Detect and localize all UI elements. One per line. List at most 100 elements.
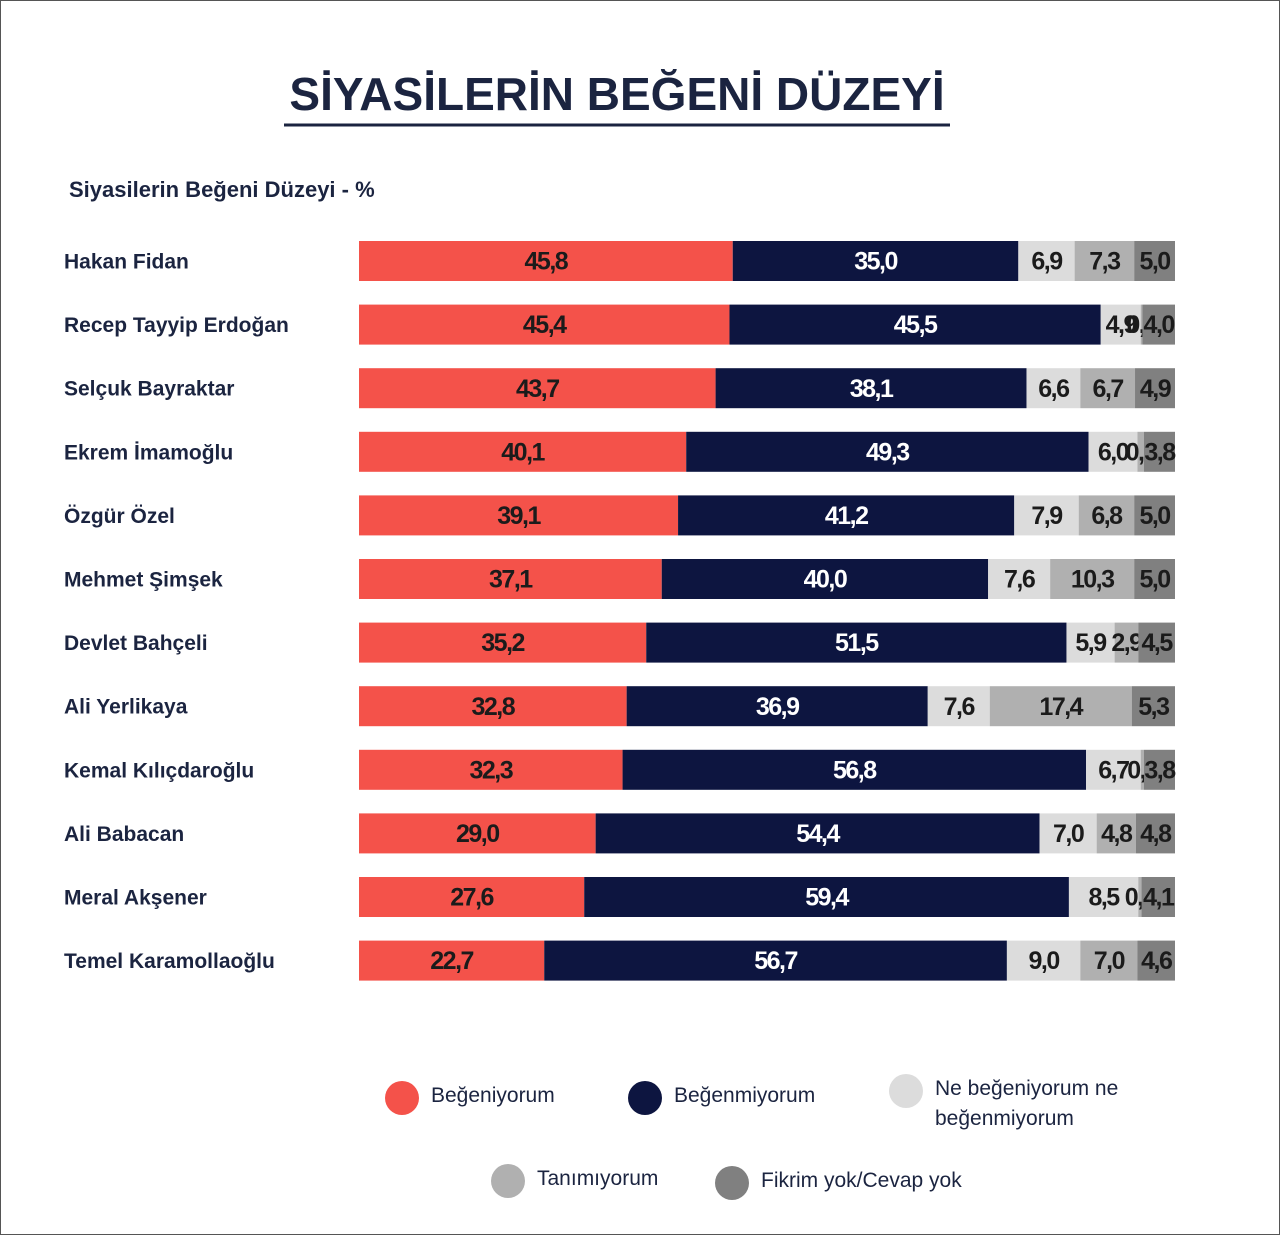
bar-segment <box>1078 495 1135 536</box>
value-label: 4,8 <box>1140 820 1172 848</box>
value-label: 6,7 <box>1093 375 1124 403</box>
value-label: 8,5 <box>1088 884 1120 912</box>
category-label: Özgür Özel <box>64 505 175 528</box>
legend-item: Beğeniyorum <box>385 1081 555 1115</box>
value-label: 36,9 <box>756 693 799 721</box>
legend-label: Tanımıyorum <box>537 1167 659 1190</box>
value-label: 54,4 <box>796 820 840 848</box>
bar-segment <box>1018 241 1075 281</box>
value-label: 4,9 <box>1140 375 1171 403</box>
bar-segment <box>595 813 1040 854</box>
bar-segment <box>1014 495 1079 536</box>
value-label: 3,8 <box>1144 756 1176 784</box>
bar-segment <box>1080 940 1138 981</box>
value-label: 10,3 <box>1071 566 1114 594</box>
bar-segment <box>359 241 733 281</box>
value-label: 5,3 <box>1138 693 1169 721</box>
bar-segment <box>359 368 716 409</box>
bar-segment <box>584 877 1069 917</box>
value-label: 35,0 <box>854 248 897 276</box>
value-label: 32,8 <box>471 693 515 721</box>
bar-segment <box>1135 813 1175 854</box>
value-label: 35,2 <box>481 629 524 657</box>
bar-segment <box>622 749 1087 790</box>
bar-segment <box>678 495 1015 536</box>
category-label: Ekrem İmamoğlu <box>64 441 233 464</box>
value-label: 5,0 <box>1139 248 1170 276</box>
bar-segment <box>1143 749 1175 790</box>
bar-segment <box>359 813 596 854</box>
value-label: 9,0 <box>1028 947 1059 975</box>
bar-segment <box>1066 622 1115 663</box>
value-label: 4,9 <box>1106 311 1137 339</box>
value-label: 41,2 <box>825 502 868 530</box>
value-label: 4,6 <box>1141 947 1172 975</box>
bar-segment <box>1138 877 1142 917</box>
value-label: 5,0 <box>1139 502 1170 530</box>
value-label: 7,0 <box>1053 820 1084 848</box>
bar-segment <box>1080 368 1136 409</box>
bar-segment <box>686 431 1089 472</box>
category-label: Mehmet Şimşek <box>64 569 223 592</box>
value-label: 6,7 <box>1098 756 1129 784</box>
legend-swatch <box>628 1081 662 1115</box>
bar-segment <box>1026 368 1081 409</box>
legend-item: Fikrim yok/Cevap yok <box>715 1166 962 1200</box>
bar-segment <box>1086 749 1141 790</box>
value-label: 59,4 <box>805 884 849 912</box>
chart-title: SİYASİLERİN BEĞENİ DÜZEYİ <box>289 68 944 120</box>
bar-segment <box>1100 304 1141 345</box>
bar-segment <box>1006 940 1081 981</box>
value-label: 6,8 <box>1091 502 1123 530</box>
bar-segment <box>1039 813 1097 854</box>
value-label: 2,9 <box>1111 629 1142 657</box>
category-label: Ali Babacan <box>64 823 184 846</box>
bar-segment <box>544 940 1007 981</box>
value-label: 6,6 <box>1038 375 1069 403</box>
value-label: 4,8 <box>1101 820 1133 848</box>
bar-segment <box>359 686 627 727</box>
bar-segment <box>1134 495 1175 536</box>
category-label: Ali Yerlikaya <box>64 696 188 719</box>
value-label: 37,1 <box>489 566 533 594</box>
bar-segment <box>1140 749 1144 790</box>
value-label: 43,7 <box>516 375 559 403</box>
bar-segment <box>1137 940 1175 981</box>
category-label: Meral Akşener <box>64 887 207 910</box>
legend-swatch <box>385 1081 419 1115</box>
category-label: Recep Tayyip Erdoğan <box>64 314 289 337</box>
category-label: Hakan Fidan <box>64 251 189 274</box>
legend-label: Fikrim yok/Cevap yok <box>761 1169 962 1192</box>
bar-segment <box>715 368 1027 409</box>
bar-segment <box>1114 622 1139 663</box>
bar-segment <box>359 940 545 981</box>
value-label: 32,3 <box>469 756 512 784</box>
legend-label: Beğenmiyorum <box>674 1084 816 1107</box>
legend-label: Ne beğeniyorum ne beğenmiyorum <box>935 1077 1119 1130</box>
category-label: Kemal Kılıçdaroğlu <box>64 759 254 782</box>
bar-segment <box>359 749 623 790</box>
bar-segment <box>988 559 1051 599</box>
category-label: Devlet Bahçeli <box>64 632 208 655</box>
bar-segment <box>359 304 730 345</box>
value-label: 38,1 <box>850 375 894 403</box>
bar-segment <box>1134 559 1175 599</box>
legend-swatch <box>715 1166 749 1200</box>
bar-segment <box>359 877 585 917</box>
value-label: 56,8 <box>833 756 877 784</box>
value-label: 7,3 <box>1089 248 1120 276</box>
bar-segment <box>732 241 1019 281</box>
category-label: Selçuk Bayraktar <box>64 378 234 401</box>
bar-segment <box>989 686 1132 727</box>
bar-segment <box>359 559 662 599</box>
bar-segment <box>1131 686 1175 727</box>
value-label: 22,7 <box>430 947 473 975</box>
legend-label: Beğeniyorum <box>431 1084 555 1107</box>
value-label: 40,0 <box>804 566 847 594</box>
bar-segment <box>359 622 647 663</box>
value-label: 39,1 <box>497 502 541 530</box>
legend-item: Tanımıyorum <box>491 1164 658 1198</box>
bar-segment <box>646 622 1067 663</box>
legend-item: Beğenmiyorum <box>628 1081 815 1115</box>
value-label: 27,6 <box>450 884 493 912</box>
